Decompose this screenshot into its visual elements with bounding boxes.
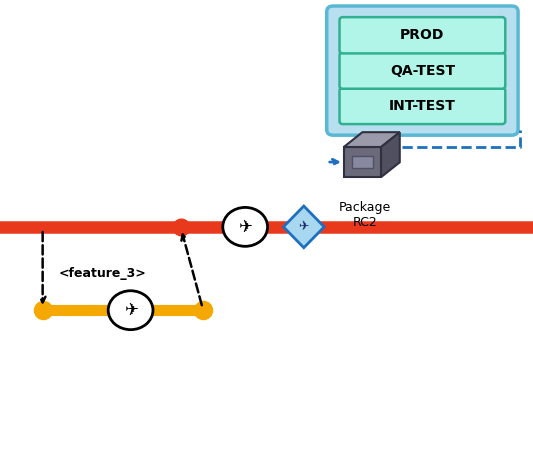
- Text: ✈: ✈: [124, 301, 138, 319]
- Text: ✈: ✈: [298, 220, 309, 233]
- Polygon shape: [344, 132, 400, 147]
- Circle shape: [223, 207, 268, 246]
- Text: <feature_3>: <feature_3>: [59, 267, 147, 280]
- Circle shape: [108, 291, 153, 330]
- Text: ✈: ✈: [238, 218, 252, 236]
- Text: PROD: PROD: [400, 28, 445, 42]
- Polygon shape: [381, 132, 400, 177]
- FancyBboxPatch shape: [340, 88, 505, 124]
- Text: Package
RC2: Package RC2: [339, 201, 391, 229]
- FancyBboxPatch shape: [352, 156, 373, 168]
- Polygon shape: [284, 206, 324, 248]
- FancyBboxPatch shape: [340, 17, 505, 53]
- FancyBboxPatch shape: [340, 52, 505, 89]
- Text: QA-TEST: QA-TEST: [390, 63, 455, 78]
- Text: INT-TEST: INT-TEST: [389, 99, 456, 113]
- FancyBboxPatch shape: [327, 6, 518, 135]
- Polygon shape: [344, 147, 381, 177]
